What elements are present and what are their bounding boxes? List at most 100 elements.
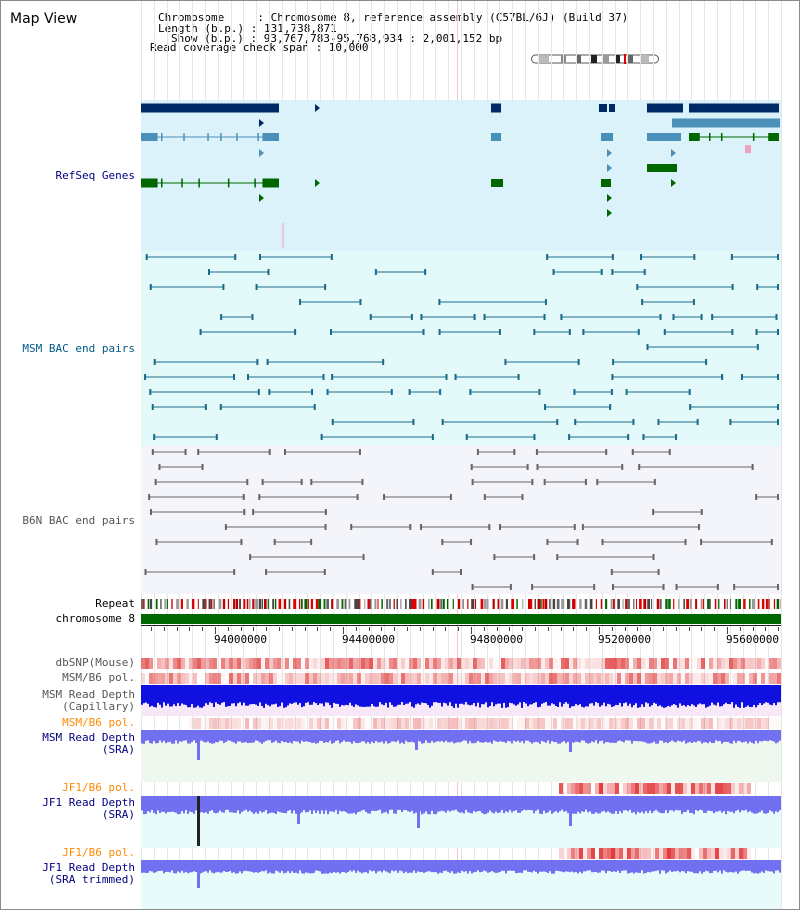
pol-cell <box>297 658 301 669</box>
depth-bar <box>639 730 641 742</box>
pol-cell <box>525 658 529 669</box>
depth-bar <box>763 685 765 704</box>
depth-bar <box>531 860 533 873</box>
pol-cell <box>733 673 737 684</box>
pol-cell <box>777 658 781 669</box>
jf1-read-depth-trimmed-track[interactable] <box>141 860 781 909</box>
depth-bar <box>367 730 369 743</box>
repeat-mark <box>702 599 705 609</box>
pol-cell <box>385 718 389 729</box>
msm-read-depth-capillary-track[interactable] <box>141 685 781 716</box>
pol-cell <box>705 673 709 684</box>
dbsnp-track[interactable] <box>141 658 781 669</box>
pol-cell <box>773 718 777 729</box>
depth-bar <box>579 730 581 743</box>
pol-cell <box>609 718 613 729</box>
depth-bar <box>607 796 609 812</box>
repeat-mark <box>749 599 751 609</box>
msm-b6-pol-track[interactable] <box>141 673 781 684</box>
repeat-mark <box>458 599 461 609</box>
repeat-mark <box>218 599 222 609</box>
depth-bar <box>185 685 187 706</box>
depth-bar <box>509 860 511 871</box>
depth-bar <box>609 685 611 705</box>
depth-bar <box>759 796 761 812</box>
depth-bar <box>665 860 667 874</box>
jf1-b6-pol-2-track[interactable] <box>141 848 781 859</box>
repeat-mark <box>374 599 377 609</box>
depth-bar <box>679 730 681 742</box>
pol-cell <box>605 718 609 729</box>
depth-bar <box>749 685 751 708</box>
depth-bar <box>697 730 699 741</box>
depth-bar <box>311 685 313 705</box>
pol-cell <box>571 783 575 794</box>
refseq-genes-track[interactable] <box>141 100 781 251</box>
depth-bar <box>503 685 505 703</box>
depth-bar <box>437 860 439 874</box>
pol-cell <box>381 658 385 669</box>
chromosome-bar[interactable] <box>141 614 781 624</box>
pol-cell <box>769 658 773 669</box>
depth-bar <box>161 685 163 708</box>
depth-bar <box>669 860 671 871</box>
msm-bac-track[interactable] <box>141 251 781 446</box>
msm-b6-pol-2-track[interactable] <box>141 718 781 729</box>
depth-bar <box>651 685 653 706</box>
chromosome-ideogram[interactable] <box>531 54 659 64</box>
bac-pair <box>224 524 327 530</box>
repeat-mark <box>707 599 710 609</box>
depth-bar <box>149 730 151 744</box>
jf1-read-depth-sra-track[interactable] <box>141 796 781 848</box>
repeat-mark <box>480 599 484 609</box>
depth-bar <box>545 730 547 743</box>
depth-bar <box>403 860 405 874</box>
depth-spike <box>197 730 200 760</box>
depth-bar <box>365 730 367 744</box>
depth-bar <box>279 860 281 873</box>
depth-bar <box>427 860 429 872</box>
b6n-bac-track[interactable] <box>141 446 781 594</box>
pol-cell <box>647 783 651 794</box>
depth-bar <box>517 796 519 813</box>
pol-cell <box>393 658 397 669</box>
pol-cell <box>541 718 545 729</box>
pol-cell <box>177 673 181 684</box>
depth-bar <box>539 685 541 707</box>
depth-bar <box>167 730 169 743</box>
depth-bar <box>309 685 311 705</box>
depth-bar <box>227 796 229 810</box>
depth-bar <box>365 860 367 873</box>
depth-bar <box>543 860 545 872</box>
depth-bar <box>429 685 431 708</box>
pol-cell <box>433 658 437 669</box>
bac-pair <box>330 329 425 335</box>
pol-cell <box>707 848 711 859</box>
depth-bar <box>699 685 701 704</box>
repeat-track[interactable] <box>141 598 781 610</box>
repeat-mark <box>474 599 477 609</box>
depth-bar <box>173 730 175 744</box>
depth-bar <box>195 730 197 744</box>
pol-cell <box>677 718 681 729</box>
depth-bar <box>459 730 461 743</box>
pol-cell <box>585 658 589 669</box>
depth-bar <box>507 730 509 741</box>
repeat-mark <box>323 599 326 609</box>
pol-cell <box>413 718 417 729</box>
pol-cell <box>561 658 565 669</box>
axis-tick <box>407 627 408 631</box>
bac-pair <box>536 464 624 470</box>
depth-bar <box>461 796 463 813</box>
msm-read-depth-sra-track[interactable] <box>141 730 781 782</box>
pol-cell <box>697 673 701 684</box>
pol-cell <box>149 658 153 669</box>
pol-cell <box>713 718 717 729</box>
depth-bar <box>413 730 415 743</box>
depth-bar <box>601 685 603 706</box>
depth-bar <box>225 860 227 872</box>
repeat-mark <box>359 599 361 609</box>
depth-bar <box>249 796 251 811</box>
axis-tick <box>701 627 703 631</box>
jf1-b6-pol-track[interactable] <box>141 783 781 794</box>
